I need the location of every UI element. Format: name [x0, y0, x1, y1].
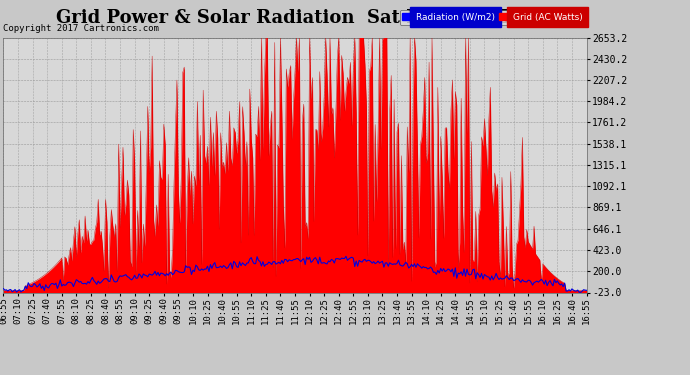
Text: Copyright 2017 Cartronics.com: Copyright 2017 Cartronics.com [3, 24, 159, 33]
Legend: Radiation (W/m2), Grid (AC Watts): Radiation (W/m2), Grid (AC Watts) [400, 10, 585, 24]
Text: Grid Power & Solar Radiation  Sat Feb 4 16:55: Grid Power & Solar Radiation Sat Feb 4 1… [56, 9, 524, 27]
